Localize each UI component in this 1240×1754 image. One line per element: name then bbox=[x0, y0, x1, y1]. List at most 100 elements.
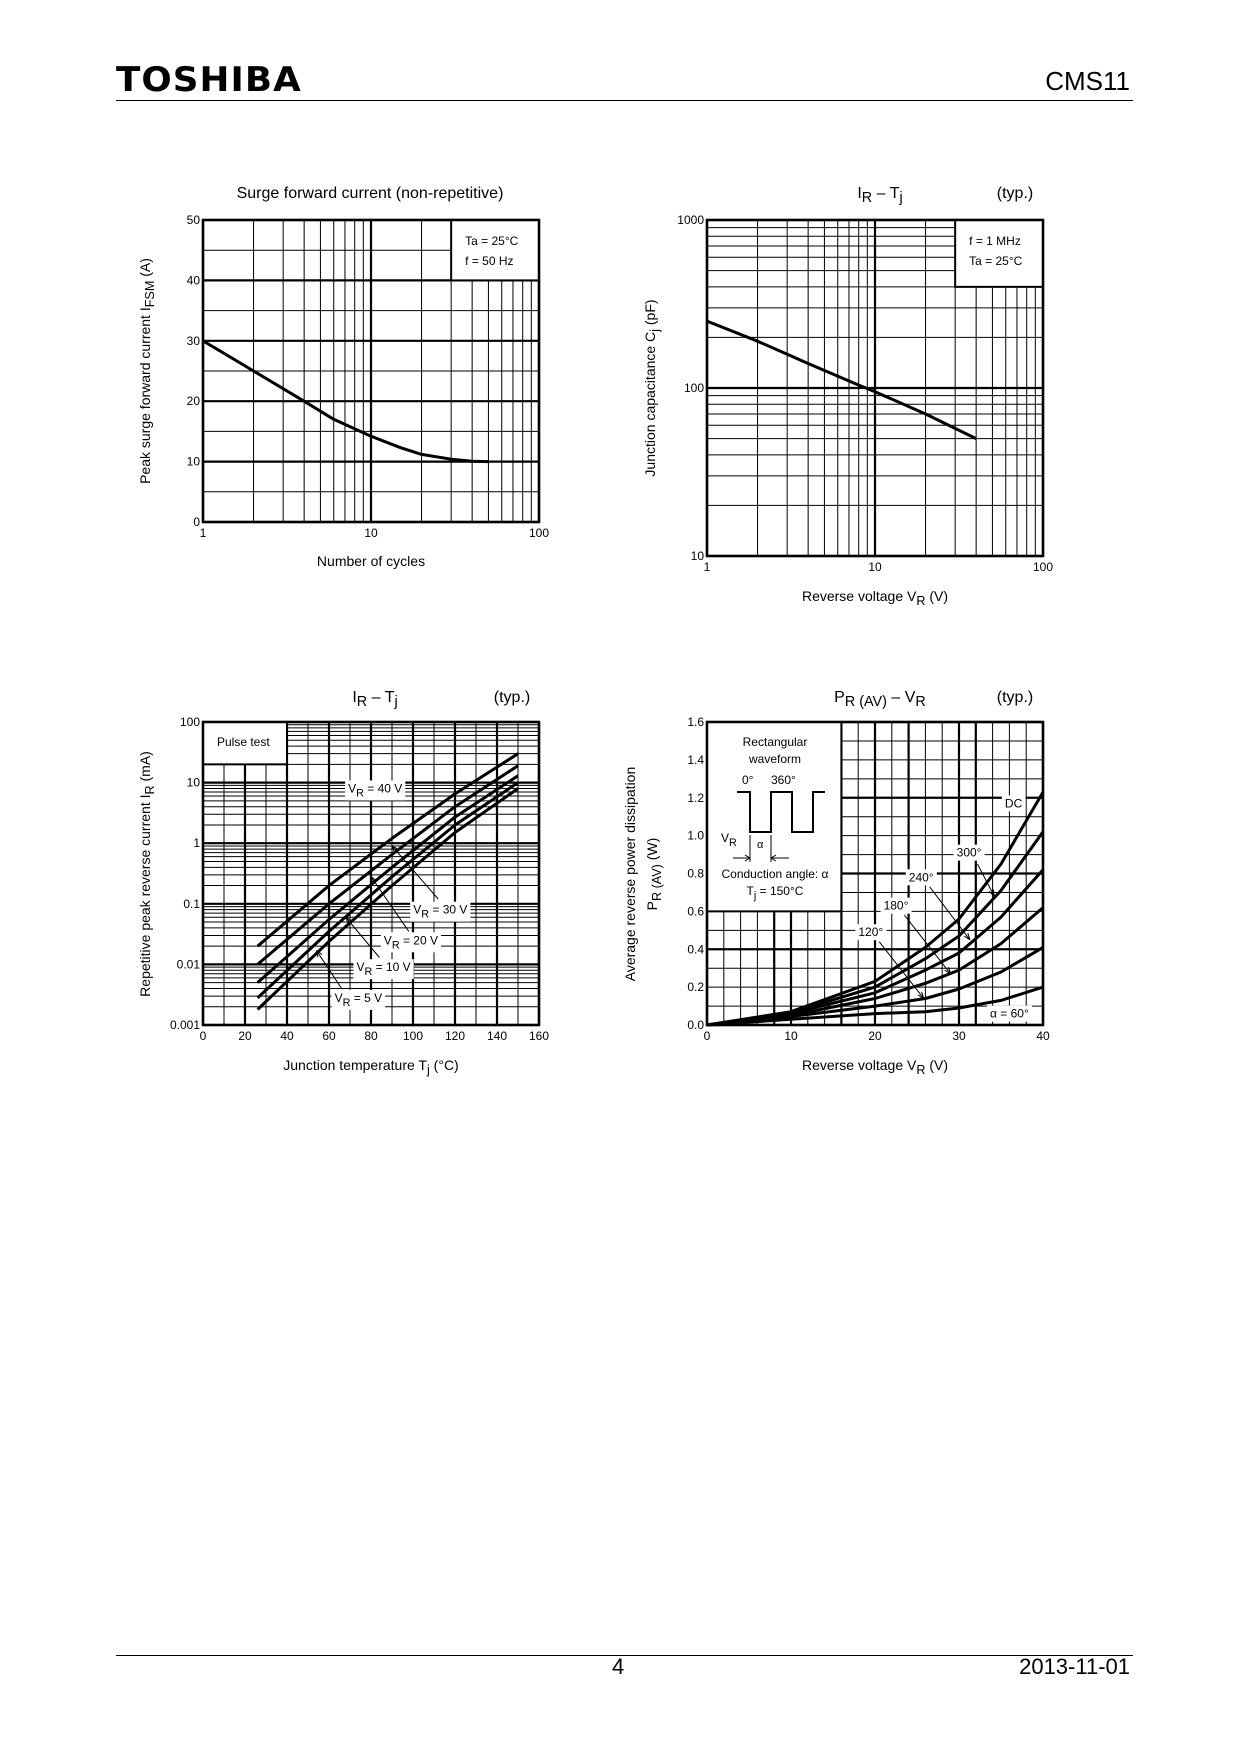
series-line bbox=[256, 781, 519, 999]
x-tick-label: 60 bbox=[322, 1029, 336, 1043]
y-axis-label: PR (AV) (W) bbox=[644, 838, 664, 911]
leader-arrow-icon bbox=[929, 886, 971, 941]
inset-text: Conduction angle: α bbox=[721, 867, 828, 881]
y-tick-label: 1.0 bbox=[687, 829, 704, 843]
y-tick-label: 10 bbox=[187, 776, 201, 790]
plot-frame bbox=[201, 720, 541, 1027]
y-tick-label: 0.0 bbox=[687, 1018, 704, 1032]
inset-text: Pulse test bbox=[217, 735, 270, 749]
y-tick-label: 50 bbox=[187, 213, 201, 227]
arrowhead-icon bbox=[944, 967, 952, 975]
publication-date: 2013-11-01 bbox=[1019, 1654, 1130, 1679]
leader-arrow-icon bbox=[345, 916, 380, 958]
chart-3: Pulse test 0 20 40 60 80 100 120 140 160 0.001 0.01… bbox=[137, 689, 549, 1077]
series-label: VR = 20 V bbox=[384, 933, 438, 951]
label-background bbox=[987, 1005, 1032, 1022]
y-tick-label: 0 bbox=[193, 515, 200, 529]
x-tick-label: 160 bbox=[529, 1029, 549, 1043]
series-label: 120° bbox=[858, 925, 883, 939]
typ-label: (typ.) bbox=[494, 689, 530, 706]
series-label: 240° bbox=[909, 870, 934, 884]
grid bbox=[201, 720, 541, 1027]
y-tick-label: 0.4 bbox=[687, 942, 704, 956]
series-line bbox=[256, 764, 519, 966]
leader-arrow-icon bbox=[370, 876, 410, 932]
plot-frame bbox=[201, 218, 541, 524]
y-tick-label: 100 bbox=[684, 381, 704, 395]
plot-frame bbox=[705, 720, 1045, 1027]
chart-title: IR – Tj bbox=[352, 689, 397, 710]
y-tick-label: 1 bbox=[193, 836, 200, 850]
y-tick-label: 1.6 bbox=[687, 715, 704, 729]
chart-title: PR (AV) – VR bbox=[834, 689, 926, 710]
inset-text: Ta = 25°C bbox=[969, 254, 1022, 268]
leader-arrow-icon bbox=[904, 914, 951, 975]
y-tick-label: 0.1 bbox=[183, 897, 200, 911]
series-line bbox=[256, 774, 519, 984]
x-tick-label: 100 bbox=[529, 526, 549, 540]
x-tick-label: 10 bbox=[868, 560, 882, 574]
x-axis-label: Number of cycles bbox=[317, 553, 425, 569]
series-line bbox=[256, 752, 519, 948]
leader-arrow-icon bbox=[315, 950, 343, 989]
label-background bbox=[905, 869, 937, 886]
leader-arrow-icon bbox=[977, 863, 995, 897]
x-tick-label: 0 bbox=[200, 1029, 207, 1043]
label-background bbox=[380, 932, 442, 953]
y-tick-label: 100 bbox=[180, 715, 200, 729]
x-tick-label: 80 bbox=[364, 1029, 378, 1043]
y-tick-label: 0.6 bbox=[687, 904, 704, 918]
label-background bbox=[345, 780, 406, 801]
x-tick-label: 30 bbox=[952, 1029, 966, 1043]
x-axis-label: Reverse voltage VR (V) bbox=[802, 588, 948, 608]
inset-text: f = 1 MHz bbox=[969, 234, 1021, 248]
leader-arrow-icon bbox=[391, 845, 439, 900]
y-axis-label: Repetitive peak reverse current IR (mA) bbox=[137, 751, 157, 997]
y-tick-label: 40 bbox=[187, 273, 201, 287]
leader-arrow-icon bbox=[878, 941, 925, 999]
y-tick-label: 1.2 bbox=[687, 791, 704, 805]
y-tick-label: 1.4 bbox=[687, 753, 704, 767]
series-line bbox=[256, 787, 519, 1011]
inset-text: f = 50 Hz bbox=[465, 254, 513, 268]
y-axis-label: Junction capacitance Cj (pF) bbox=[642, 299, 662, 476]
x-tick-label: 140 bbox=[487, 1029, 507, 1043]
x-tick-label: 0 bbox=[704, 1029, 711, 1043]
x-tick-label: 100 bbox=[403, 1029, 423, 1043]
series-line bbox=[706, 868, 1045, 1027]
inset-text: VR bbox=[721, 831, 737, 849]
conduction-angle-arrow-icon bbox=[733, 835, 789, 862]
y-tick-label: 20 bbox=[187, 394, 201, 408]
series-line bbox=[706, 319, 977, 440]
toshiba-logo: TOSHIBA bbox=[116, 60, 302, 100]
x-tick-label: 20 bbox=[238, 1029, 252, 1043]
series-label: VR = 10 V bbox=[356, 960, 410, 978]
inset-text: 360° bbox=[771, 773, 796, 787]
y-tick-label: 10 bbox=[187, 455, 201, 469]
x-tick-label: 1 bbox=[200, 526, 207, 540]
y-axis-label: Peak surge forward current IFSM (A) bbox=[137, 258, 157, 484]
chart-4: Rectangular waveform 0° 360° VR α Conduction a… bbox=[622, 689, 1050, 1077]
typ-label: (typ.) bbox=[997, 689, 1033, 706]
y-tick-label: 30 bbox=[187, 334, 201, 348]
series-line bbox=[706, 985, 1044, 1027]
footer-rule bbox=[116, 1655, 1133, 1656]
y-tick-label: 10 bbox=[691, 549, 705, 563]
series-label: VR = 40 V bbox=[348, 781, 402, 799]
inset-box bbox=[450, 219, 540, 282]
x-tick-label: 40 bbox=[280, 1029, 294, 1043]
inset-text: waveform bbox=[748, 752, 801, 766]
y-tick-label: 0.01 bbox=[177, 957, 201, 971]
series-line bbox=[202, 339, 489, 464]
arrowhead-icon bbox=[391, 845, 399, 853]
inset-box bbox=[706, 721, 843, 913]
y-tick-label: 0.8 bbox=[687, 867, 704, 881]
y-tick-label: 1000 bbox=[677, 213, 704, 227]
x-tick-label: 1 bbox=[704, 560, 711, 574]
label-background bbox=[1001, 795, 1026, 812]
y-tick-label: 0.001 bbox=[170, 1018, 200, 1032]
arrowhead-icon bbox=[315, 950, 323, 958]
label-background bbox=[953, 844, 985, 861]
page-number: 4 bbox=[612, 1654, 625, 1679]
